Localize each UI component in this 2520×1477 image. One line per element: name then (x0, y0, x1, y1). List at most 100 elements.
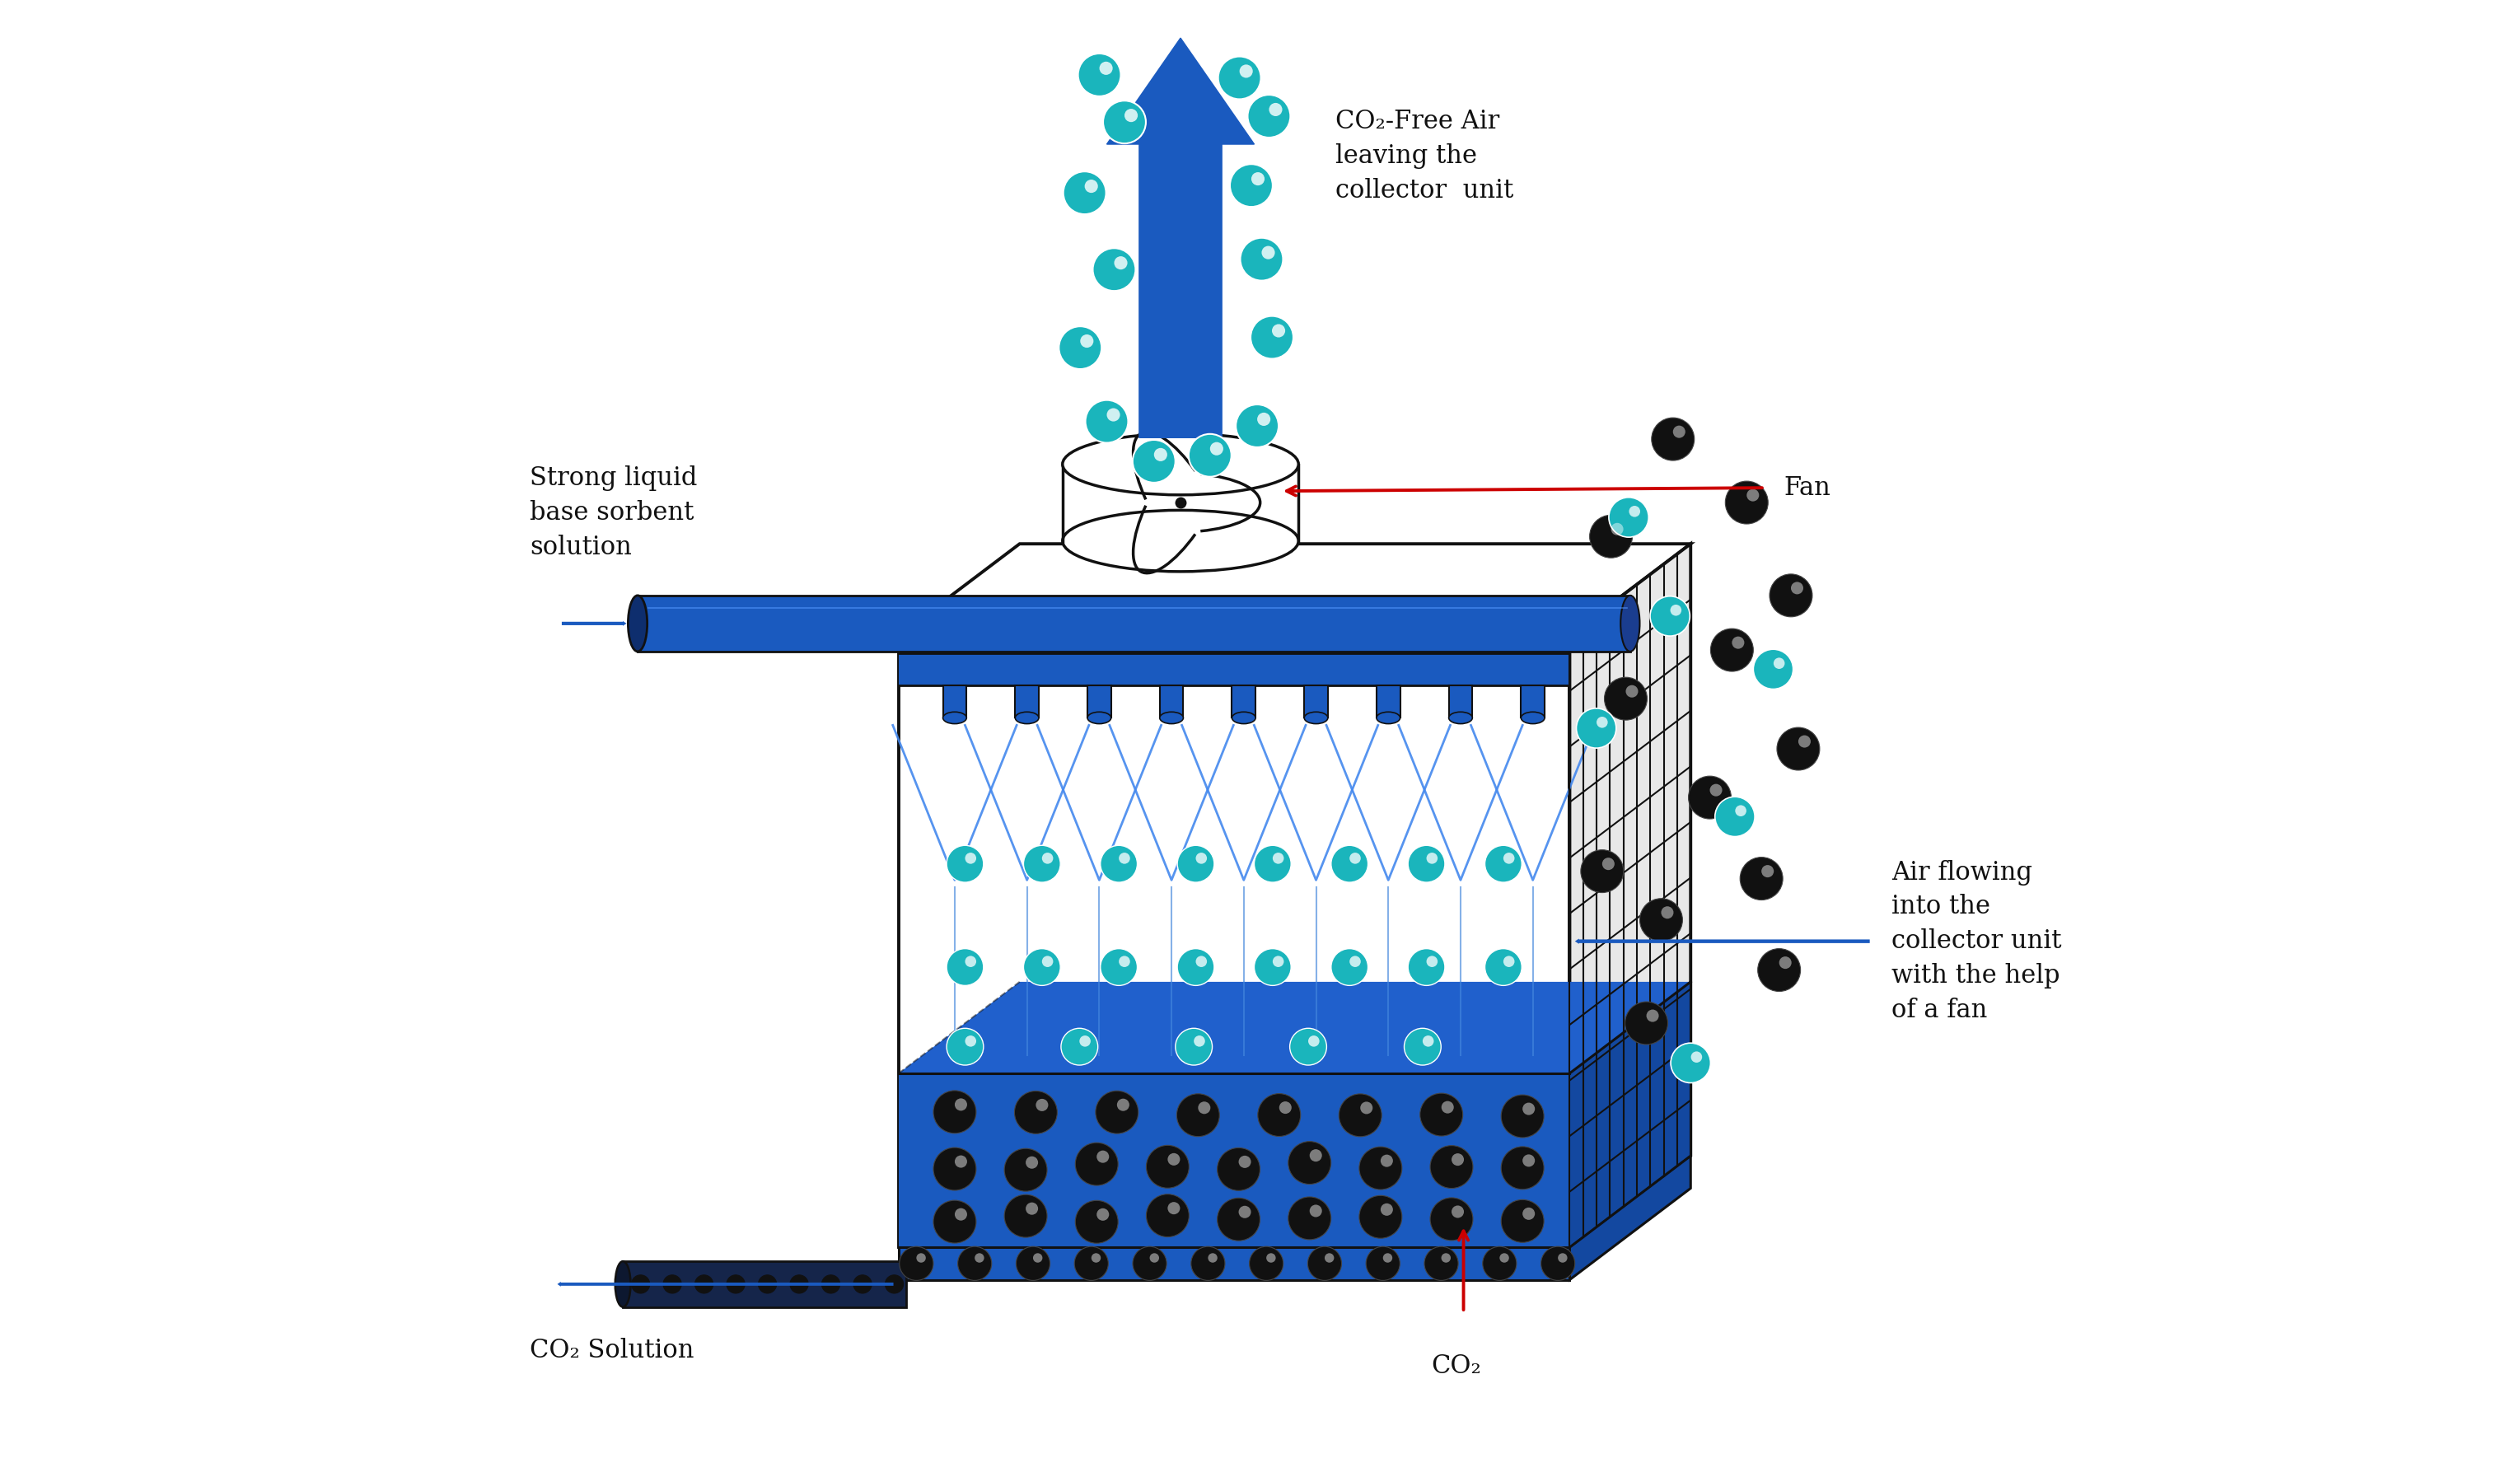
Circle shape (1167, 1154, 1179, 1165)
Text: CO₂-Free Air
leaving the
collector  unit: CO₂-Free Air leaving the collector unit (1336, 109, 1515, 204)
Circle shape (1273, 852, 1283, 864)
Ellipse shape (615, 1261, 630, 1307)
Circle shape (1119, 852, 1129, 864)
Circle shape (1482, 1247, 1517, 1281)
Ellipse shape (1232, 712, 1255, 724)
Ellipse shape (942, 712, 968, 724)
Ellipse shape (1620, 595, 1641, 651)
Polygon shape (900, 982, 1691, 1074)
Polygon shape (1232, 685, 1255, 718)
Ellipse shape (1063, 510, 1298, 572)
Circle shape (696, 1275, 713, 1294)
Circle shape (1441, 1252, 1452, 1263)
Circle shape (1754, 650, 1794, 690)
Polygon shape (1305, 685, 1328, 718)
Circle shape (1192, 1247, 1225, 1281)
Circle shape (1651, 418, 1693, 461)
Ellipse shape (1063, 434, 1298, 495)
Circle shape (885, 1275, 902, 1294)
Circle shape (1016, 1247, 1051, 1281)
Circle shape (1273, 323, 1285, 337)
Circle shape (1484, 948, 1522, 985)
Circle shape (1005, 1149, 1048, 1192)
Circle shape (1590, 515, 1633, 558)
Circle shape (1131, 1247, 1167, 1281)
Circle shape (1580, 849, 1623, 892)
Text: CO₂ Solution: CO₂ Solution (529, 1338, 696, 1363)
Circle shape (1084, 180, 1099, 193)
Circle shape (854, 1275, 872, 1294)
Circle shape (1257, 1093, 1300, 1136)
Circle shape (1023, 948, 1061, 985)
Circle shape (1424, 1035, 1434, 1047)
Ellipse shape (1159, 712, 1184, 724)
Circle shape (1177, 948, 1215, 985)
Circle shape (1270, 103, 1283, 117)
Circle shape (1026, 1202, 1038, 1214)
Circle shape (1777, 728, 1819, 770)
Circle shape (1578, 709, 1615, 747)
Circle shape (1119, 956, 1129, 967)
Circle shape (789, 1275, 809, 1294)
Polygon shape (1570, 544, 1691, 1247)
Polygon shape (1449, 685, 1472, 718)
Circle shape (1096, 1208, 1109, 1220)
Polygon shape (638, 595, 1630, 651)
Circle shape (1149, 1252, 1159, 1263)
Circle shape (1207, 1252, 1217, 1263)
Circle shape (1101, 845, 1137, 882)
Circle shape (663, 1275, 680, 1294)
Circle shape (1217, 56, 1260, 99)
Ellipse shape (1522, 712, 1545, 724)
Circle shape (1522, 1103, 1535, 1115)
Circle shape (965, 1035, 975, 1047)
Circle shape (1116, 1099, 1129, 1111)
Circle shape (1502, 1199, 1545, 1242)
Circle shape (1502, 1146, 1545, 1189)
Polygon shape (1159, 685, 1184, 718)
Circle shape (1280, 1102, 1293, 1114)
Circle shape (917, 1252, 925, 1263)
Circle shape (1063, 171, 1106, 214)
Circle shape (1628, 505, 1641, 517)
Circle shape (1641, 898, 1683, 941)
Circle shape (1197, 1102, 1210, 1114)
Circle shape (1177, 845, 1215, 882)
Circle shape (1671, 1043, 1711, 1083)
Circle shape (1194, 1035, 1205, 1047)
Polygon shape (1376, 685, 1401, 718)
Circle shape (1711, 629, 1754, 672)
Circle shape (1250, 1247, 1283, 1281)
Circle shape (1099, 62, 1114, 75)
Circle shape (1746, 489, 1759, 501)
Circle shape (1452, 1154, 1464, 1165)
Circle shape (1792, 582, 1804, 594)
Circle shape (1167, 1202, 1179, 1214)
Circle shape (1235, 405, 1278, 448)
Circle shape (932, 1090, 975, 1133)
Circle shape (1033, 1252, 1043, 1263)
Circle shape (1431, 1146, 1472, 1189)
Circle shape (822, 1275, 839, 1294)
Circle shape (1779, 957, 1792, 969)
Circle shape (1255, 948, 1290, 985)
Circle shape (1502, 1094, 1545, 1137)
Circle shape (759, 1275, 776, 1294)
Circle shape (1688, 775, 1731, 818)
Circle shape (1326, 1252, 1333, 1263)
Circle shape (1726, 482, 1769, 524)
Circle shape (1716, 796, 1754, 836)
Circle shape (1603, 858, 1615, 870)
Circle shape (948, 845, 983, 882)
Circle shape (1247, 95, 1290, 137)
Circle shape (1383, 1252, 1394, 1263)
Polygon shape (1106, 38, 1255, 437)
Circle shape (1290, 1028, 1326, 1065)
Circle shape (1625, 685, 1638, 697)
Circle shape (633, 1275, 650, 1294)
Circle shape (1255, 845, 1290, 882)
Circle shape (1424, 1247, 1459, 1281)
Circle shape (1079, 53, 1121, 96)
Circle shape (1230, 164, 1273, 207)
Circle shape (1197, 956, 1207, 967)
